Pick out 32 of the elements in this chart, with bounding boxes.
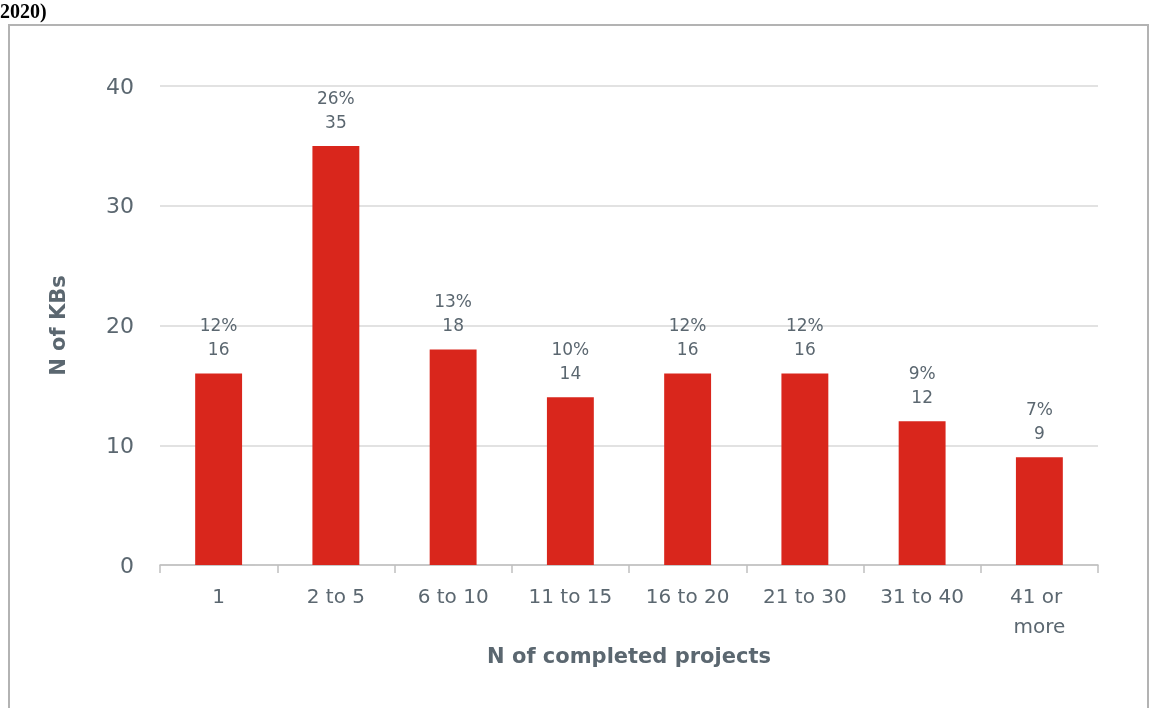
x-axis-title: N of completed projects <box>487 644 771 669</box>
bar <box>781 373 829 565</box>
x-tick-label: 1 <box>212 584 225 608</box>
x-tick-label: 21 to 30 <box>763 584 847 608</box>
y-tick-label: 40 <box>106 73 134 99</box>
data-label: 9% 12 <box>908 363 936 408</box>
bar <box>195 373 243 565</box>
bar <box>312 145 360 565</box>
bar <box>429 349 477 565</box>
bar <box>1015 457 1063 565</box>
data-label: 12% 16 <box>785 315 824 360</box>
x-tick-label: 11 to 15 <box>528 584 613 608</box>
y-tick-label: 10 <box>106 432 134 458</box>
data-label: 12% 16 <box>199 315 238 360</box>
chart-title: 2020) <box>0 0 47 22</box>
x-tick-label: 6 to 10 <box>417 584 489 608</box>
bar <box>546 397 594 565</box>
x-tick-label: 41 or more <box>1010 584 1069 638</box>
data-label: 13% 18 <box>434 291 473 336</box>
data-label: 26% 35 <box>316 87 355 132</box>
bar <box>664 373 712 565</box>
data-label: 12% 16 <box>668 315 707 360</box>
x-tick-label: 31 to 40 <box>880 584 964 608</box>
data-label: 7% 9 <box>1025 399 1053 444</box>
x-tick-label: 16 to 20 <box>645 584 730 608</box>
bar <box>898 421 946 565</box>
y-tick-label: 0 <box>120 552 134 578</box>
x-tick-label: 2 to 5 <box>306 584 365 608</box>
y-axis-title: N of KBs <box>45 275 70 376</box>
y-tick-label: 20 <box>106 313 134 338</box>
y-tick-label: 30 <box>106 193 134 219</box>
data-label: 10% 14 <box>551 339 590 384</box>
